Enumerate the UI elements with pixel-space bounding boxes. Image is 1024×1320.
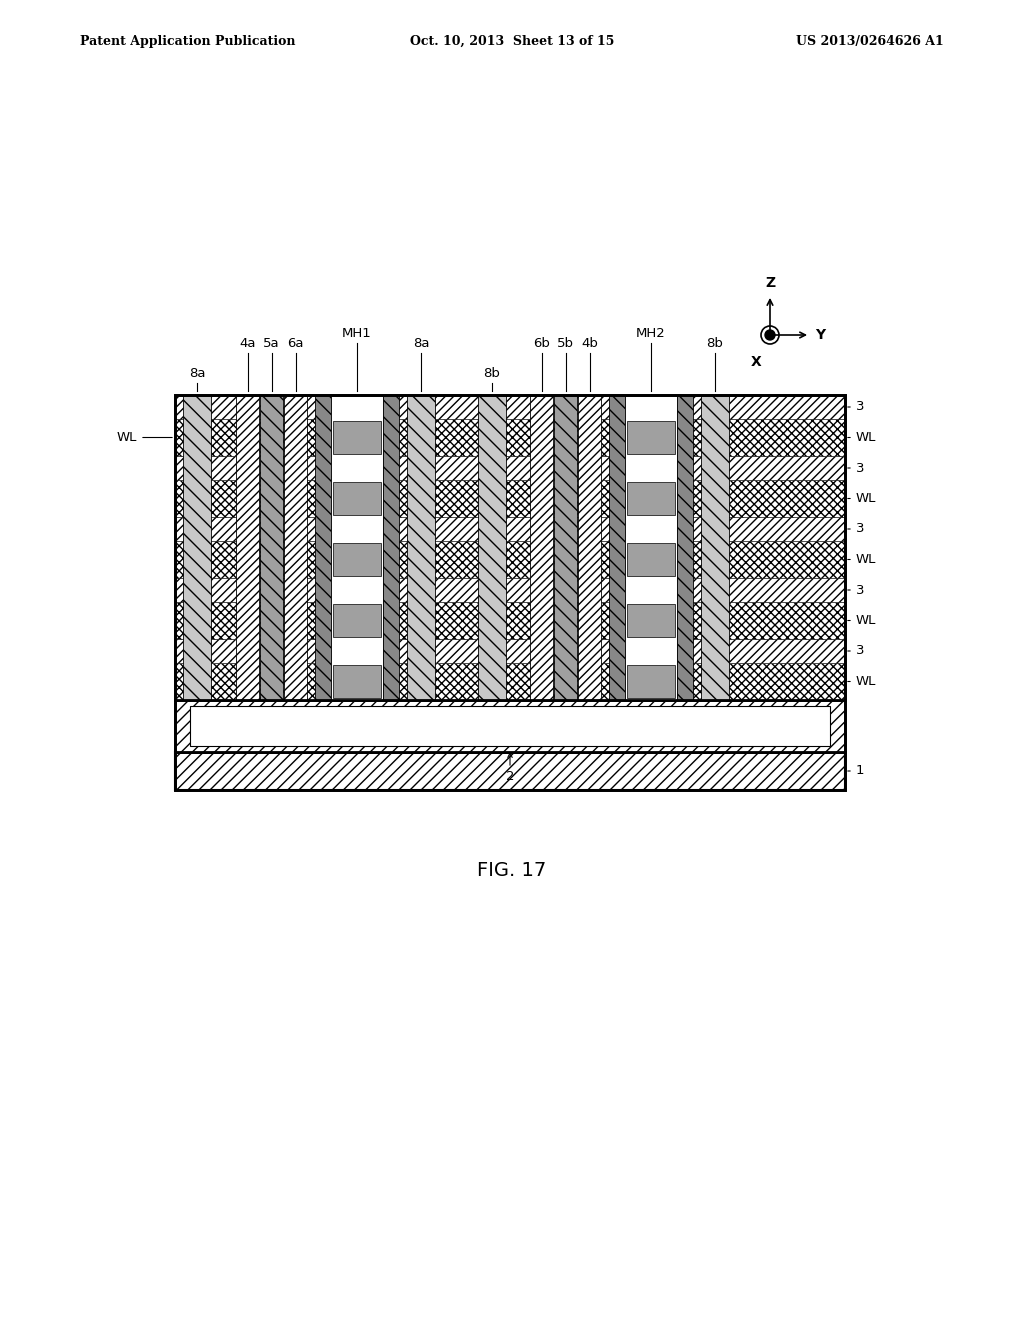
Bar (315, 395, 331, 700)
Bar (175, 639, 845, 663)
Bar (333, 543, 381, 576)
Text: 1: 1 (856, 764, 864, 777)
Bar (701, 395, 729, 700)
Bar (175, 480, 845, 517)
Bar (175, 541, 845, 578)
Bar (625, 395, 677, 700)
Text: 3: 3 (856, 583, 864, 597)
Bar (627, 605, 675, 638)
Bar (175, 602, 845, 639)
Text: 8b: 8b (707, 337, 723, 350)
Bar (333, 605, 381, 638)
Text: Y: Y (815, 327, 825, 342)
Bar (627, 421, 675, 454)
Bar (627, 482, 675, 515)
Bar (175, 395, 845, 418)
Bar (530, 395, 553, 700)
Bar (260, 395, 283, 700)
Text: WL: WL (856, 553, 877, 566)
Text: 3: 3 (856, 523, 864, 536)
Text: 5b: 5b (557, 337, 574, 350)
Bar (609, 395, 625, 700)
Text: 4a: 4a (240, 337, 256, 350)
Bar (478, 395, 506, 700)
Bar (333, 665, 381, 698)
Text: US 2013/0264626 A1: US 2013/0264626 A1 (797, 36, 944, 48)
Bar (175, 455, 845, 480)
Text: MH2: MH2 (636, 327, 666, 341)
Bar (677, 395, 693, 700)
Bar (284, 395, 307, 700)
Bar (236, 395, 259, 700)
Bar (175, 752, 845, 789)
Text: 2: 2 (506, 770, 514, 783)
Text: MH1: MH1 (342, 327, 372, 341)
Text: 8a: 8a (188, 367, 205, 380)
Bar (175, 578, 845, 602)
Bar (554, 395, 577, 700)
Bar (333, 421, 381, 454)
Text: 3: 3 (856, 462, 864, 474)
Bar (383, 395, 399, 700)
Bar (578, 395, 601, 700)
Text: 6b: 6b (534, 337, 550, 350)
Bar (175, 418, 845, 455)
Text: FIG. 17: FIG. 17 (477, 861, 547, 879)
Text: WL: WL (856, 614, 877, 627)
Bar (407, 395, 435, 700)
Text: WL: WL (856, 432, 877, 444)
Text: 4b: 4b (581, 337, 598, 350)
Text: WL: WL (856, 675, 877, 688)
Bar (333, 482, 381, 515)
Text: 3: 3 (856, 400, 864, 413)
Text: X: X (751, 355, 762, 370)
Bar (331, 395, 383, 700)
Bar (627, 543, 675, 576)
Bar (175, 395, 845, 700)
Text: 6a: 6a (288, 337, 304, 350)
Text: WL: WL (117, 432, 137, 444)
Bar (175, 700, 845, 752)
Text: Z: Z (765, 276, 775, 290)
Bar (175, 752, 845, 789)
Text: Patent Application Publication: Patent Application Publication (80, 36, 296, 48)
Bar (183, 395, 211, 700)
Text: 3: 3 (856, 644, 864, 657)
Bar (190, 706, 830, 746)
Bar (175, 700, 845, 752)
Bar (175, 517, 845, 541)
Bar (175, 663, 845, 700)
Bar (627, 665, 675, 698)
Text: 8b: 8b (483, 367, 501, 380)
Text: Oct. 10, 2013  Sheet 13 of 15: Oct. 10, 2013 Sheet 13 of 15 (410, 36, 614, 48)
Circle shape (765, 330, 775, 341)
Bar (175, 395, 845, 789)
Text: WL: WL (856, 492, 877, 506)
Text: 5a: 5a (263, 337, 280, 350)
Text: 8a: 8a (413, 337, 429, 350)
